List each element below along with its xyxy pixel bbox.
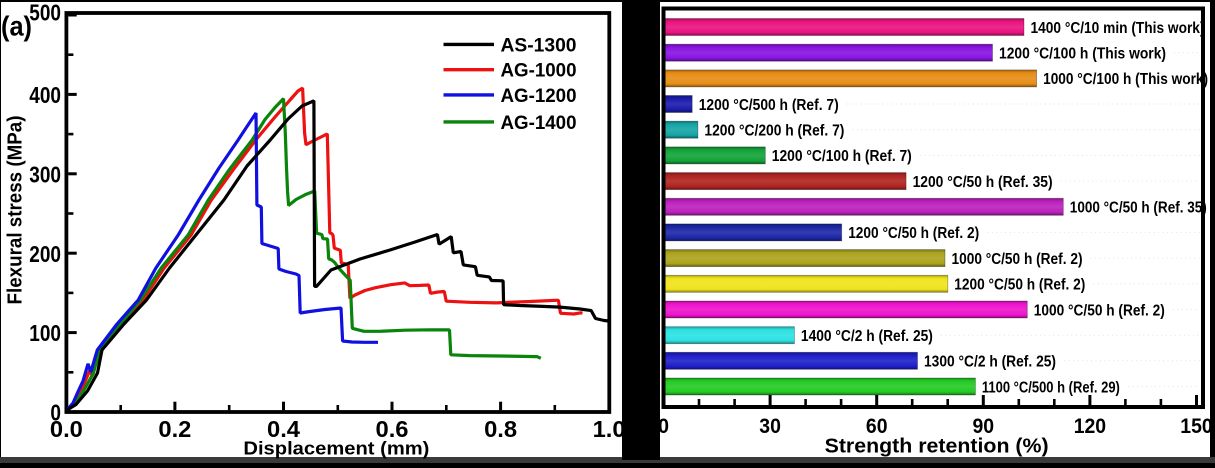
svg-text:0.0: 0.0	[50, 416, 83, 442]
svg-text:100: 100	[29, 320, 61, 346]
svg-text:0.2: 0.2	[158, 416, 191, 442]
svg-text:0: 0	[50, 399, 61, 425]
svg-text:1200 °C/100 h (Ref. 7): 1200 °C/100 h (Ref. 7)	[772, 148, 912, 165]
svg-text:60: 60	[866, 415, 888, 438]
svg-text:90: 90	[973, 415, 995, 438]
svg-text:1000 °C/100 h (This work): 1000 °C/100 h (This work)	[1043, 71, 1208, 88]
svg-text:30: 30	[759, 415, 781, 438]
svg-text:0.6: 0.6	[376, 416, 409, 442]
svg-text:AG-1000: AG-1000	[501, 60, 577, 82]
svg-text:500: 500	[29, 0, 61, 26]
svg-text:150: 150	[1180, 415, 1212, 438]
svg-text:400: 400	[29, 82, 61, 108]
svg-text:1000 °C/50 h (Ref. 2): 1000 °C/50 h (Ref. 2)	[1034, 302, 1165, 319]
svg-text:1200 °C/100 h (This work): 1200 °C/100 h (This work)	[999, 46, 1166, 63]
svg-text:0: 0	[658, 415, 669, 438]
svg-text:1200 °C/200 h (Ref. 7): 1200 °C/200 h (Ref. 7)	[704, 123, 844, 140]
svg-text:Flexural stress (MPa): Flexural stress (MPa)	[5, 116, 27, 305]
svg-text:Displacement (mm): Displacement (mm)	[243, 437, 429, 458]
svg-text:AG-1400: AG-1400	[501, 112, 577, 134]
svg-text:1400 °C/2 h (Ref. 25): 1400 °C/2 h (Ref. 25)	[801, 328, 933, 345]
svg-text:Strength retention (%): Strength retention (%)	[825, 436, 1049, 458]
svg-text:1000 °C/50 h (Ref. 35): 1000 °C/50 h (Ref. 35)	[1070, 200, 1207, 217]
svg-text:1300 °C/2 h (Ref. 25): 1300 °C/2 h (Ref. 25)	[924, 354, 1056, 371]
svg-text:1200 °C/50 h (Ref. 2): 1200 °C/50 h (Ref. 2)	[848, 225, 979, 242]
svg-text:AG-1200: AG-1200	[501, 85, 577, 107]
svg-text:1400 °C/10 min (This work): 1400 °C/10 min (This work)	[1031, 20, 1205, 37]
svg-text:0.4: 0.4	[267, 416, 300, 442]
svg-text:AS-1300: AS-1300	[501, 34, 577, 56]
svg-text:1000 °C/50 h (Ref. 2): 1000 °C/50 h (Ref. 2)	[952, 251, 1083, 268]
svg-text:300: 300	[29, 161, 61, 187]
svg-text:1200 °C/500 h (Ref. 7): 1200 °C/500 h (Ref. 7)	[699, 97, 839, 114]
svg-text:1100 °C/500 h (Ref. 29): 1100 °C/500 h (Ref. 29)	[982, 379, 1120, 396]
svg-text:1.0: 1.0	[593, 416, 626, 442]
svg-text:1200 °C/50 h (Ref. 35): 1200 °C/50 h (Ref. 35)	[913, 174, 1053, 191]
svg-text:120: 120	[1074, 415, 1106, 438]
svg-text:0.8: 0.8	[484, 416, 517, 442]
svg-text:(a): (a)	[1, 10, 32, 41]
svg-text:1200 °C/50 h (Ref. 2): 1200 °C/50 h (Ref. 2)	[954, 277, 1085, 294]
svg-text:200: 200	[29, 241, 61, 267]
